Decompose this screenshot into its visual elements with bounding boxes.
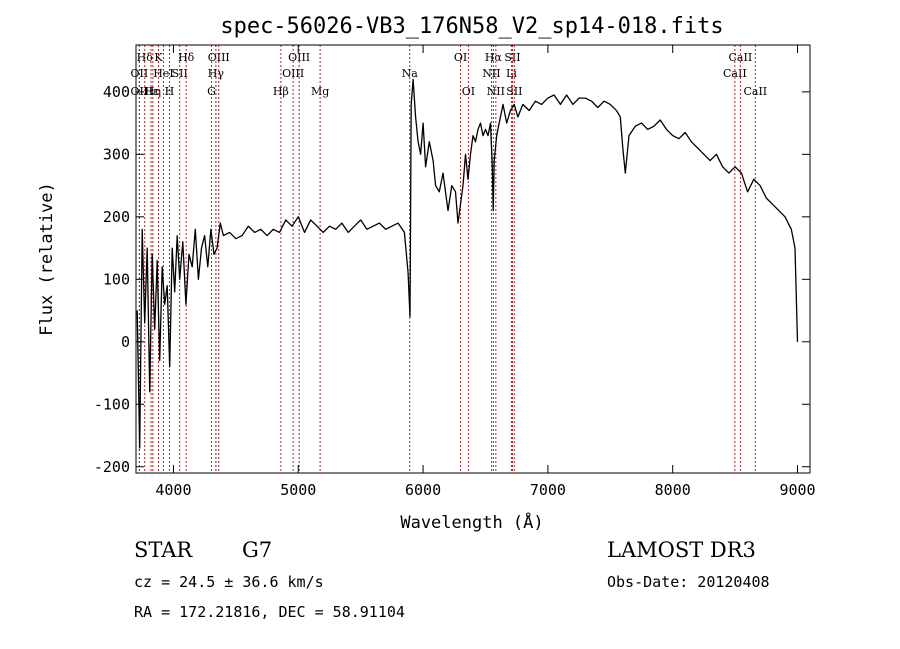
x-tick-label: 4000 bbox=[155, 481, 191, 499]
y-axis-ticks: -200 -100 0 100 200 300 400 bbox=[94, 83, 810, 476]
line-marker-label: SII bbox=[506, 85, 522, 98]
line-marker-label: Hγ bbox=[208, 67, 225, 80]
line-marker-label: Mg bbox=[311, 85, 329, 98]
x-axis-label: Wavelength (Å) bbox=[400, 511, 543, 533]
line-marker-label: OIII bbox=[288, 51, 310, 64]
line-marker-label: G bbox=[207, 85, 216, 98]
line-marker-label: Hδ bbox=[137, 51, 154, 64]
line-marker-label: OIII bbox=[282, 67, 304, 80]
obs-date: Obs-Date: 20120408 bbox=[607, 573, 770, 591]
line-marker-label: Hβ bbox=[273, 85, 289, 98]
line-marker-label: Li bbox=[506, 67, 517, 80]
line-marker-label: OI bbox=[462, 85, 475, 98]
redshift-readout: cz = 24.5 ± 36.6 km/s bbox=[134, 573, 324, 591]
line-marker-label: Hα bbox=[485, 51, 503, 64]
line-marker-label: CaII bbox=[729, 51, 753, 64]
line-marker-label: CaII bbox=[743, 85, 767, 98]
line-marker-label: Na bbox=[402, 67, 419, 80]
x-tick-label: 6000 bbox=[405, 481, 441, 499]
line-marker-label: K bbox=[154, 51, 163, 64]
y-tick-label: 0 bbox=[121, 333, 130, 351]
line-marker-label: Hδ bbox=[178, 51, 195, 64]
object-class: STAR bbox=[134, 538, 193, 562]
x-tick-label: 9000 bbox=[779, 481, 815, 499]
x-tick-label: 5000 bbox=[280, 481, 316, 499]
coordinates: RA = 172.21816, DEC = 58.91104 bbox=[134, 603, 405, 621]
y-tick-label: -200 bbox=[94, 458, 130, 476]
plot-frame bbox=[135, 44, 811, 474]
spectral-subclass: G7 bbox=[242, 538, 273, 562]
y-tick-label: 200 bbox=[103, 208, 130, 226]
line-marker-label: SII bbox=[172, 67, 188, 80]
spectrum-line bbox=[136, 78, 799, 449]
line-marker-label: Hη bbox=[145, 85, 161, 98]
x-tick-label: 8000 bbox=[655, 481, 691, 499]
line-marker-label: SII bbox=[504, 51, 520, 64]
line-marker-label: H bbox=[165, 85, 175, 98]
line-marker-label: NII bbox=[487, 85, 505, 98]
x-axis-ticks: 4000 5000 6000 7000 8000 9000 bbox=[155, 45, 816, 499]
y-tick-label: 100 bbox=[103, 270, 130, 288]
y-tick-label: 300 bbox=[103, 145, 130, 163]
line-marker-label: CaII bbox=[723, 67, 747, 80]
y-axis-label: Flux (relative) bbox=[37, 182, 57, 336]
survey-name: LAMOST DR3 bbox=[607, 538, 756, 562]
line-marker-label: OIII bbox=[208, 51, 230, 64]
line-marker-label: Hε bbox=[143, 85, 159, 98]
line-marker-label: OI bbox=[454, 51, 467, 64]
y-tick-label: 400 bbox=[103, 83, 130, 101]
line-marker-label: HeI bbox=[153, 67, 173, 80]
chart-title: spec-56026-VB3_176N58_V2_sp14-018.fits bbox=[220, 14, 723, 39]
y-tick-label: -100 bbox=[94, 395, 130, 413]
x-tick-label: 7000 bbox=[530, 481, 566, 499]
line-marker-label: NII bbox=[482, 67, 500, 80]
